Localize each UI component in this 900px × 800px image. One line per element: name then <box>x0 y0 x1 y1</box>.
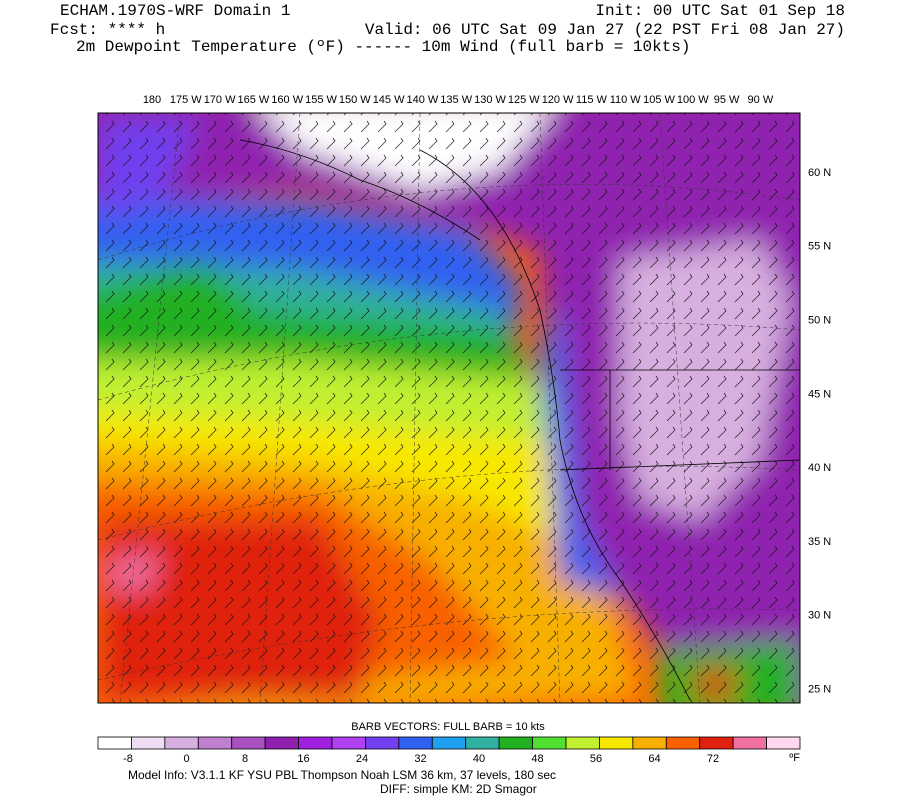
colorbar-label: 8 <box>242 753 248 765</box>
colorbar-label: 72 <box>707 753 719 765</box>
colorbar-box <box>331 736 366 750</box>
longitude-label: 165 W <box>238 94 270 106</box>
field-description: 2m Dewpoint Temperature (ºF) ------ 10m … <box>76 38 691 56</box>
colorbar-box <box>465 736 500 750</box>
colorbar-box <box>532 736 567 750</box>
colorbar-box <box>365 736 400 750</box>
latitude-label: 60 N <box>808 167 831 179</box>
model-info: Model Info: V3.1.1 KF YSU PBL Thompson N… <box>128 768 556 782</box>
barb-legend-title: BARB VECTORS: FULL BARB = 10 kts <box>351 721 545 733</box>
colorbar-box <box>732 736 767 750</box>
colorbar-label: 32 <box>414 753 426 765</box>
map-field <box>98 113 800 703</box>
forecast-hour: Fcst: **** h <box>50 21 165 39</box>
longitude-label: 130 W <box>474 94 506 106</box>
colorbar-label: 40 <box>473 753 485 765</box>
colorbar-label: 64 <box>648 753 660 765</box>
colorbar-label: 16 <box>297 753 309 765</box>
longitude-label: 155 W <box>305 94 337 106</box>
colorbar-box <box>632 736 667 750</box>
colorbar-box <box>665 736 701 750</box>
colorbar-box <box>398 736 433 750</box>
colorbar-box <box>699 736 734 750</box>
longitude-label: 160 W <box>271 94 303 106</box>
colorbar-label: 0 <box>183 753 189 765</box>
colorbar-box <box>97 736 132 750</box>
latitude-label: 25 N <box>808 684 831 696</box>
longitude-label: 110 W <box>610 94 642 106</box>
diffusion-info: DIFF: simple KM: 2D Smagor <box>380 782 537 796</box>
longitude-label: 115 W <box>576 94 608 106</box>
longitude-label: 170 W <box>204 94 236 106</box>
colorbar-box <box>599 736 634 750</box>
longitude-label: 120 W <box>542 94 574 106</box>
longitude-label: 145 W <box>373 94 405 106</box>
longitude-label: 105 W <box>643 94 675 106</box>
colorbar-label: -8 <box>123 753 133 765</box>
colorbar-box <box>565 736 600 750</box>
colorbar-box <box>197 736 233 750</box>
longitude-label: 135 W <box>440 94 472 106</box>
colorbar-label: 24 <box>356 753 368 765</box>
colorbar-box <box>766 736 801 750</box>
model-title: ECHAM.1970S-WRF Domain 1 <box>60 2 290 20</box>
init-time: Init: 00 UTC Sat 01 Sep 18 <box>595 2 845 20</box>
colorbar-box <box>164 736 199 750</box>
map-frame <box>97 112 801 704</box>
colorbar-box <box>231 736 266 750</box>
latitude-label: 30 N <box>808 610 831 622</box>
valid-time: Valid: 06 UTC Sat 09 Jan 27 (22 PST Fri … <box>365 21 845 39</box>
longitude-label: 180 <box>143 94 161 106</box>
colorbar-label: 48 <box>531 753 543 765</box>
longitude-label: 95 W <box>714 94 740 106</box>
longitude-label: 90 W <box>748 94 774 106</box>
latitude-label: 50 N <box>808 315 831 327</box>
colorbar-box <box>498 736 533 750</box>
colorbar-box <box>431 736 467 750</box>
longitude-label: 150 W <box>339 94 371 106</box>
colorbar-label: 56 <box>590 753 602 765</box>
longitude-label: 175 W <box>170 94 202 106</box>
longitude-label: 125 W <box>508 94 540 106</box>
colorbar-box <box>298 736 333 750</box>
colorbar-box <box>264 736 299 750</box>
longitude-label: 100 W <box>677 94 709 106</box>
latitude-label: 40 N <box>808 462 831 474</box>
latitude-label: 35 N <box>808 536 831 548</box>
latitude-label: 45 N <box>808 388 831 400</box>
colorbar-unit: ºF <box>789 752 800 764</box>
longitude-label: 140 W <box>407 94 439 106</box>
latitude-label: 55 N <box>808 241 831 253</box>
colorbar-box <box>131 736 166 750</box>
